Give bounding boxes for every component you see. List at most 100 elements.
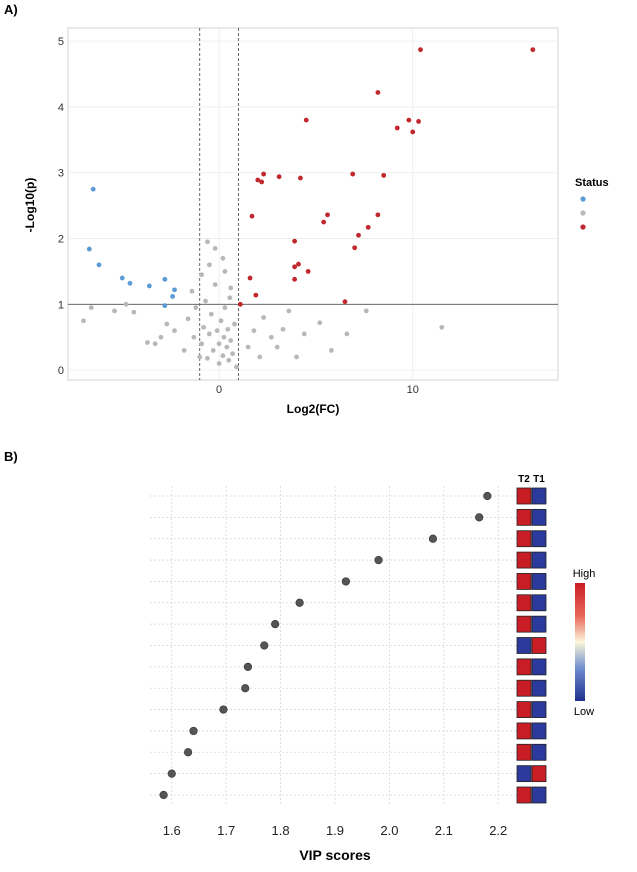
- data-point-non-sig: [185, 316, 191, 322]
- data-point-down: [90, 186, 96, 192]
- heatmap-cell-t2: [516, 722, 532, 740]
- data-point-up: [342, 299, 348, 305]
- heatmap-cell-t1: [531, 637, 547, 654]
- y-tick-label: 2: [58, 234, 64, 246]
- data-point-non-sig: [230, 351, 236, 357]
- data-point-non-sig: [205, 239, 210, 245]
- data-point-down: [170, 294, 175, 299]
- data-point-non-sig: [294, 354, 299, 360]
- vip-point: [219, 705, 228, 714]
- heatmap-cell-t2: [516, 637, 532, 654]
- data-point-non-sig: [251, 328, 257, 334]
- data-point-non-sig: [210, 347, 216, 353]
- data-point-up: [325, 212, 330, 218]
- data-point-up: [350, 171, 356, 177]
- vip-point: [271, 620, 280, 629]
- heatmap-cell-t2: [516, 679, 532, 697]
- data-point-non-sig: [225, 326, 231, 332]
- data-point-up: [296, 261, 301, 267]
- data-point-down: [119, 275, 125, 281]
- heatmap-cell-t1: [531, 743, 547, 761]
- heatmap-col-t1: T1: [533, 474, 545, 485]
- panel-a-plot-area: [67, 27, 559, 381]
- data-point-non-sig: [274, 344, 280, 350]
- vip-point: [295, 598, 304, 607]
- panel-b-grid: [150, 486, 520, 805]
- heatmap-cell-t2: [516, 615, 532, 633]
- vip-point: [428, 534, 438, 543]
- panel-a-thresholds: [68, 28, 558, 380]
- data-point-non-sig: [199, 272, 205, 278]
- vip-point: [374, 555, 383, 565]
- legend-title: Status: [575, 177, 609, 189]
- vip-point: [183, 748, 193, 757]
- x-tick-label: 1.9: [326, 823, 344, 838]
- data-point-non-sig: [214, 328, 220, 334]
- data-point-non-sig: [212, 282, 218, 287]
- data-point-non-sig: [172, 328, 177, 334]
- heatmap-cell-t2: [516, 658, 532, 676]
- data-point-non-sig: [221, 334, 227, 340]
- data-point-non-sig: [227, 295, 233, 301]
- heatmap-cell-t2: [516, 573, 532, 590]
- panel-b-x-axis-label: VIP scores: [299, 847, 371, 863]
- data-point-non-sig: [344, 331, 350, 337]
- heatmap-cell-t2: [516, 765, 532, 783]
- data-point-non-sig: [158, 334, 164, 340]
- heatmap-cell-t1: [531, 594, 547, 612]
- data-point-non-sig: [88, 305, 94, 311]
- data-point-non-sig: [226, 357, 232, 363]
- heatmap-cell-t1: [531, 615, 547, 633]
- panel-a-legend: Status: [575, 177, 609, 230]
- data-point-up: [352, 245, 358, 251]
- data-point-up: [410, 129, 416, 135]
- x-tick-label: 1.6: [163, 823, 181, 838]
- colorbar-high-label: High: [573, 568, 596, 580]
- vip-point: [475, 513, 484, 522]
- data-point-up: [276, 174, 282, 180]
- data-point-non-sig: [203, 298, 208, 304]
- data-point-up: [249, 213, 255, 219]
- data-point-non-sig: [222, 305, 228, 311]
- data-point-non-sig: [280, 326, 286, 332]
- heatmap-cell-t1: [531, 530, 547, 548]
- heatmap-cell-t1: [531, 722, 547, 740]
- vip-point: [159, 790, 168, 800]
- heatmap-cell-t1: [531, 508, 547, 526]
- heatmap-cell-t1: [531, 487, 547, 505]
- data-point-up: [261, 171, 267, 177]
- data-point-non-sig: [268, 334, 274, 340]
- data-point-up: [375, 90, 381, 95]
- data-point-non-sig: [257, 354, 263, 360]
- data-point-up: [394, 125, 400, 131]
- data-point-up: [375, 212, 381, 218]
- data-point-down: [96, 262, 102, 268]
- data-point-non-sig: [145, 340, 150, 345]
- data-point-non-sig: [164, 321, 170, 327]
- data-point-non-sig: [199, 341, 205, 347]
- data-point-up: [298, 175, 303, 181]
- heatmap-cell-t1: [531, 701, 547, 718]
- data-point-non-sig: [181, 347, 187, 353]
- panel-b-rows: [159, 491, 492, 800]
- data-point-non-sig: [220, 353, 226, 359]
- heatmap-col-t2: T2: [518, 474, 530, 485]
- x-tick-label: 10: [407, 384, 419, 396]
- data-point-non-sig: [205, 355, 210, 361]
- data-point-up: [305, 269, 311, 274]
- panel-b-x-ticks: 1.6 1.7 1.8 1.9 2.0 2.1 2.2: [163, 823, 508, 838]
- panel-a-points: [81, 47, 536, 370]
- data-point-non-sig: [317, 320, 323, 326]
- panel-a-y-axis-label: -Log10(p): [23, 178, 37, 233]
- data-point-non-sig: [201, 324, 206, 330]
- data-point-non-sig: [206, 262, 212, 268]
- heatmap-cell-t2: [516, 701, 532, 718]
- data-point-non-sig: [216, 341, 222, 347]
- legend-swatch: [580, 196, 586, 202]
- vip-point: [483, 491, 492, 501]
- data-point-non-sig: [286, 308, 292, 314]
- y-tick-label: 0: [58, 365, 64, 377]
- vip-point: [241, 684, 250, 693]
- data-point-non-sig: [232, 321, 237, 327]
- data-point-up: [356, 232, 361, 238]
